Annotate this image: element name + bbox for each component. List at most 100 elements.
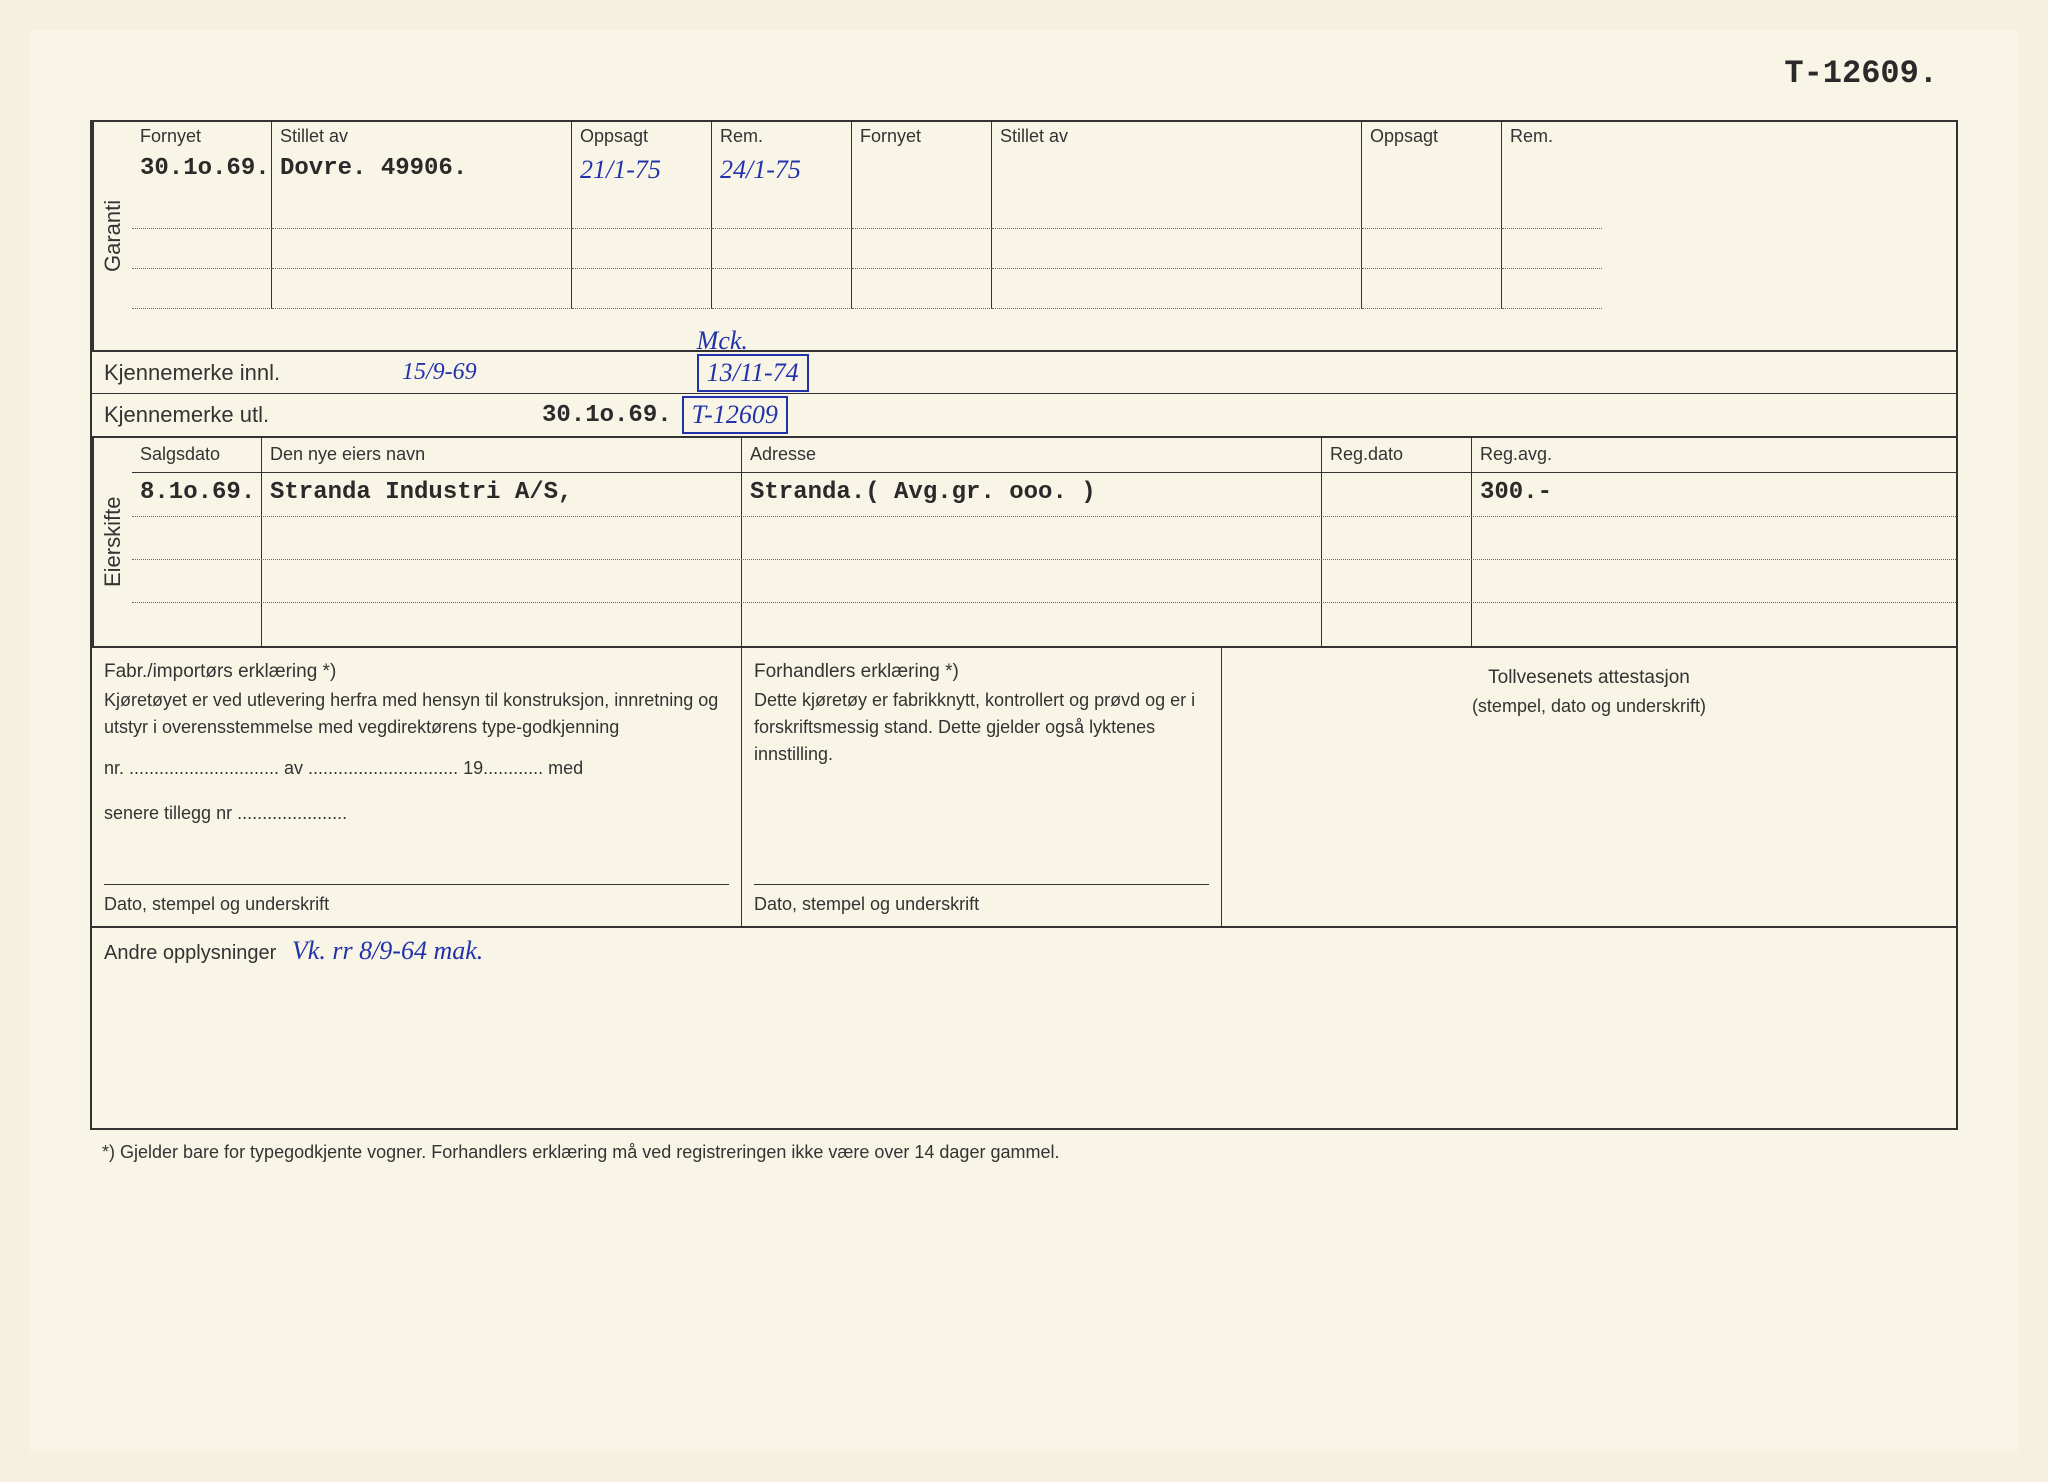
fornyet2-header: Fornyet (860, 126, 983, 147)
garanti-empty (272, 269, 572, 309)
adresse-header: Adresse (742, 438, 1322, 472)
eierskifte-empty (132, 603, 262, 646)
andre-value: Vk. rr 8/9-64 mak. (292, 936, 483, 965)
eierskifte-label: Eierskifte (92, 438, 132, 646)
kjennemerk-section: Kjennemerke innl. 15/9-69 Mck. 13/11-74 … (92, 352, 1956, 438)
rem1-value: 24/1-75 (720, 155, 843, 185)
eierskifte-empty (742, 517, 1322, 559)
garanti-empty (132, 189, 272, 229)
eierskifte-empty (742, 603, 1322, 646)
garanti-empty (1362, 229, 1502, 269)
garanti-empty (272, 189, 572, 229)
garanti-empty (992, 269, 1362, 309)
oppsagt1-cell: Oppsagt 21/1-75 (572, 122, 712, 189)
garanti-empty (272, 229, 572, 269)
rem2-cell: Rem. (1502, 122, 1602, 189)
garanti-empty (852, 189, 992, 229)
garanti-empty (852, 269, 992, 309)
fabr-declaration: Fabr./importørs erklæring *) Kjøretøyet … (92, 648, 742, 926)
andre-section: Andre opplysninger Vk. rr 8/9-64 mak. (92, 928, 1956, 1128)
eierskifte-empty (1472, 603, 1612, 646)
eierskifte-empty (1472, 560, 1612, 602)
kjennemerk-utl-row: Kjennemerke utl. 30.1o.69. T-12609 (92, 394, 1956, 436)
garanti-empty (992, 189, 1362, 229)
reg-dato-header: Reg.dato (1322, 438, 1472, 472)
stillet-av1-cell: Stillet av Dovre. 49906. (272, 122, 572, 189)
rem2-header: Rem. (1510, 126, 1594, 147)
garanti-empty (712, 229, 852, 269)
reg-dato-value (1322, 473, 1472, 515)
reg-avg-value: 300.- (1472, 473, 1612, 515)
eierskifte-empty (262, 560, 742, 602)
garanti-empty (992, 229, 1362, 269)
garanti-empty (712, 269, 852, 309)
tollvesen-declaration: Tollvesenets attestasjon (stempel, dato … (1222, 648, 1956, 926)
registration-card: T-12609. Garanti Fornyet 30.1o.69. Still… (30, 30, 2018, 1452)
fabr-title: Fabr./importørs erklæring *) (104, 658, 729, 687)
garanti-empty (572, 229, 712, 269)
andre-label: Andre opplysninger (104, 942, 276, 964)
eierskifte-empty (742, 560, 1322, 602)
kjennemerk-utl-label: Kjennemerke utl. (92, 402, 372, 428)
rem1-cell: Rem. 24/1-75 (712, 122, 852, 189)
garanti-empty (852, 229, 992, 269)
adresse-value: Stranda.( Avg.gr. ooo. ) (742, 473, 1322, 515)
stillet-av2-header: Stillet av (1000, 126, 1353, 147)
garanti-empty (712, 189, 852, 229)
salgsdato-value: 8.1o.69. (132, 473, 262, 515)
garanti-label: Garanti (92, 122, 132, 350)
oppsagt2-cell: Oppsagt (1362, 122, 1502, 189)
stillet-av1-header: Stillet av (280, 126, 563, 147)
garanti-section: Garanti Fornyet 30.1o.69. Stillet av Dov… (92, 122, 1956, 352)
kjennemerk-innl-label: Kjennemerke innl. (92, 360, 372, 386)
garanti-empty (1502, 189, 1602, 229)
garanti-empty (1502, 229, 1602, 269)
garanti-empty (572, 269, 712, 309)
fornyet2-cell: Fornyet (852, 122, 992, 189)
card-number: T-12609. (1784, 55, 1938, 92)
forhandler-declaration: Forhandlers erklæring *) Dette kjøretøy … (742, 648, 1222, 926)
kjennemerk-innl-value: 15/9-69 (372, 359, 477, 386)
garanti-empty (1502, 269, 1602, 309)
oppsagt1-value: 21/1-75 (580, 155, 703, 185)
garanti-empty (1362, 189, 1502, 229)
salgsdato-header: Salgsdato (132, 438, 262, 472)
rem1-header: Rem. (720, 126, 843, 147)
kjennemerk-note-top: Mck. (697, 326, 748, 356)
reg-avg-header: Reg.avg. (1472, 438, 1612, 472)
garanti-empty (572, 189, 712, 229)
garanti-empty (132, 229, 272, 269)
fornyet1-header: Fornyet (140, 126, 263, 147)
forhandler-text: Dette kjøretøy er fabrikknytt, kontrolle… (754, 687, 1209, 768)
fornyet1-cell: Fornyet 30.1o.69. (132, 122, 272, 189)
fabr-line3: senere tillegg nr ...................... (104, 800, 729, 827)
eierskifte-empty (1322, 603, 1472, 646)
forhandler-title: Forhandlers erklæring *) (754, 658, 1209, 687)
stillet-av1-value: Dovre. 49906. (280, 155, 563, 182)
eierskifte-empty (1472, 517, 1612, 559)
oppsagt2-header: Oppsagt (1370, 126, 1493, 147)
tollvesen-title: Tollvesenets attestasjon (1234, 664, 1944, 693)
fabr-text: Kjøretøyet er ved utlevering herfra med … (104, 687, 729, 741)
kjennemerk-note2: T-12609 (682, 396, 788, 434)
fabr-line2: nr. .............................. av ..… (104, 755, 729, 782)
kjennemerk-note1: 13/11-74 (697, 354, 809, 392)
eierskifte-empty (262, 603, 742, 646)
eierskifte-empty (132, 517, 262, 559)
eierskifte-empty (262, 517, 742, 559)
footnote: *) Gjelder bare for typegodkjente vogner… (90, 1142, 1958, 1163)
fabr-footer: Dato, stempel og underskrift (104, 884, 729, 918)
garanti-empty (132, 269, 272, 309)
stillet-av2-cell: Stillet av (992, 122, 1362, 189)
tollvesen-subtitle: (stempel, dato og underskrift) (1234, 693, 1944, 720)
nye-eier-value: Stranda Industri A/S, (262, 473, 742, 515)
eierskifte-empty (1322, 517, 1472, 559)
kjennemerk-innl-row: Kjennemerke innl. 15/9-69 Mck. 13/11-74 (92, 352, 1956, 394)
eierskifte-empty (132, 560, 262, 602)
main-table: Garanti Fornyet 30.1o.69. Stillet av Dov… (90, 120, 1958, 1130)
nye-eier-header: Den nye eiers navn (262, 438, 742, 472)
eierskifte-section: Eierskifte Salgsdato Den nye eiers navn … (92, 438, 1956, 648)
eierskifte-empty (1322, 560, 1472, 602)
oppsagt1-header: Oppsagt (580, 126, 703, 147)
forhandler-footer: Dato, stempel og underskrift (754, 884, 1209, 918)
